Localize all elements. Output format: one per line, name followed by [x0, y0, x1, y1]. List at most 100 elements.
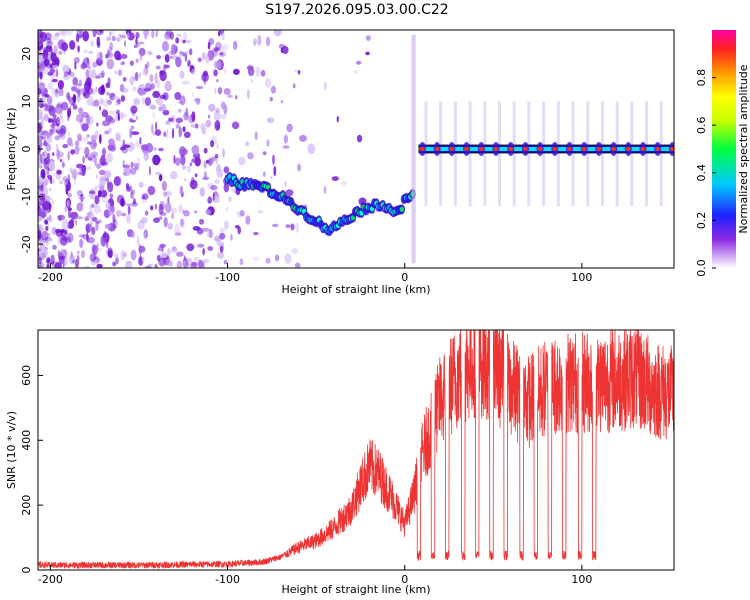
- spectrogram-ytick-label: -10: [20, 188, 33, 206]
- noise-blob: [120, 53, 128, 60]
- noise-blob: [39, 66, 42, 73]
- noise-blob: [175, 262, 184, 268]
- noise-blob: [138, 181, 144, 188]
- noise-blob: [202, 70, 208, 77]
- noise-blob: [67, 95, 71, 102]
- streak: [645, 101, 648, 207]
- noise-blob: [159, 70, 167, 82]
- noise-blob: [219, 228, 226, 233]
- noise-blob: [262, 171, 266, 178]
- noise-blob: [208, 103, 216, 112]
- noise-blob: [69, 105, 72, 114]
- noise-blob: [54, 135, 60, 141]
- snr-marks: [38, 330, 674, 570]
- spectrogram-ytick-label: -20: [20, 235, 33, 253]
- noise-blob: [46, 37, 52, 44]
- streak: [586, 101, 590, 207]
- noise-blob: [182, 126, 186, 133]
- noise-blob: [135, 116, 139, 120]
- noise-blob: [160, 252, 168, 259]
- noise-blob: [182, 39, 186, 44]
- noise-blob: [44, 219, 48, 225]
- noise-blob: [299, 134, 307, 142]
- noise-blob: [222, 148, 225, 158]
- noise-blob: [149, 104, 155, 108]
- noise-blob: [69, 218, 75, 224]
- noise-blob: [162, 109, 170, 116]
- noise-blob: [164, 53, 170, 63]
- noise-blob: [130, 189, 135, 195]
- noise-blob: [354, 70, 358, 74]
- noise-blob: [257, 34, 262, 46]
- noise-blob: [45, 44, 53, 52]
- noise-blob: [144, 210, 149, 216]
- noise-blob: [38, 58, 41, 68]
- noise-blob: [58, 88, 64, 97]
- noise-blob: [143, 151, 150, 161]
- noise-blob: [76, 87, 82, 97]
- noise-blob: [152, 154, 161, 166]
- noise-blob: [202, 248, 205, 256]
- noise-blob: [294, 262, 301, 268]
- noise-blob: [134, 165, 139, 171]
- noise-blob: [94, 130, 99, 139]
- noise-blob: [230, 233, 233, 241]
- zero-line-peak: [625, 147, 631, 151]
- noise-blob: [203, 147, 208, 154]
- noise-blob: [99, 105, 102, 111]
- snr-ylabel: SNR (10 * v/v): [5, 411, 18, 489]
- noise-blob: [75, 216, 84, 220]
- noise-blob: [323, 81, 327, 91]
- noise-blob: [67, 107, 71, 118]
- noise-blob: [220, 113, 227, 120]
- noise-blob: [195, 85, 204, 90]
- noise-blob: [252, 256, 260, 261]
- zero-line-peak: [611, 147, 617, 151]
- noise-blob: [78, 79, 83, 86]
- snr-ytick-label: 600: [20, 365, 33, 386]
- noise-blob: [102, 149, 105, 155]
- noise-blob: [214, 110, 221, 122]
- noise-blob: [78, 136, 82, 142]
- noise-blob: [95, 221, 99, 232]
- noise-blob: [291, 248, 298, 254]
- noise-blob: [125, 261, 133, 268]
- noise-blob: [161, 40, 169, 52]
- noise-blob: [47, 222, 50, 227]
- noise-blob: [253, 38, 257, 47]
- noise-blob: [46, 95, 53, 105]
- noise-blob: [62, 143, 69, 149]
- noise-blob: [48, 187, 52, 192]
- noise-blob: [255, 66, 261, 78]
- noise-blob: [163, 64, 167, 71]
- noise-blob: [238, 156, 246, 166]
- noise-blob: [142, 67, 149, 77]
- noise-blob: [39, 201, 43, 206]
- noise-blob: [79, 166, 87, 177]
- noise-blob: [104, 223, 112, 230]
- noise-blob: [99, 51, 103, 61]
- noise-blob: [138, 245, 146, 253]
- streak: [542, 101, 546, 207]
- noise-blob: [62, 64, 70, 73]
- noise-blob: [112, 218, 118, 229]
- noise-blob: [95, 86, 98, 93]
- noise-blob: [137, 256, 144, 266]
- noise-blob: [365, 51, 370, 56]
- noise-blob: [48, 214, 52, 222]
- noise-blob: [182, 165, 186, 170]
- noise-blob: [139, 50, 143, 62]
- noise-blob: [133, 98, 141, 106]
- noise-blob: [78, 234, 86, 238]
- snr-xlabel: Height of straight line (km): [281, 583, 430, 596]
- noise-blob: [69, 167, 73, 174]
- noise-blob: [38, 229, 42, 241]
- noise-blob: [214, 87, 217, 95]
- noise-blob: [96, 122, 99, 127]
- noise-blob: [239, 210, 245, 217]
- noise-blob: [218, 30, 221, 37]
- noise-blob: [73, 176, 77, 186]
- noise-blob: [86, 95, 94, 107]
- noise-blob: [79, 238, 84, 248]
- noise-blob: [88, 68, 92, 79]
